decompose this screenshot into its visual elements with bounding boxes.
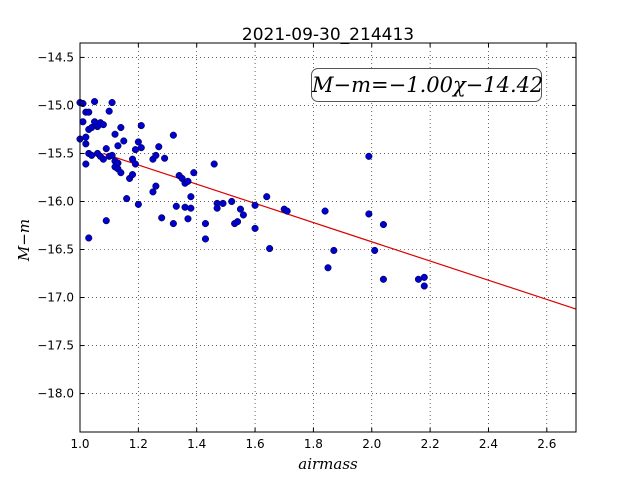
- x-tick-label: 2.2: [421, 437, 440, 451]
- y-tick-label: −16.5: [37, 243, 74, 257]
- y-tick-label: −14.5: [37, 50, 74, 64]
- data-point: [283, 207, 291, 215]
- chart-title: 2021-09-30_214413: [241, 25, 415, 45]
- data-point: [251, 224, 259, 232]
- data-point: [123, 195, 131, 203]
- data-point: [213, 204, 221, 212]
- data-point: [134, 200, 142, 208]
- x-tick-label: 2.6: [537, 437, 556, 451]
- y-tick-label: −18.0: [37, 387, 74, 401]
- fit-line: [103, 152, 577, 310]
- data-point: [420, 273, 428, 281]
- data-point: [85, 234, 93, 242]
- data-point: [137, 122, 145, 130]
- data-point: [82, 133, 90, 141]
- x-tick-label: 1.0: [70, 437, 89, 451]
- y-tick-label: −15.0: [37, 98, 74, 112]
- y-axis-label: M−m: [15, 218, 33, 262]
- data-point: [79, 118, 87, 126]
- data-point: [210, 160, 218, 168]
- data-point: [128, 171, 137, 179]
- data-point: [266, 244, 274, 253]
- fit-equation-box: M−m=−1.00χ−14.42: [311, 68, 543, 102]
- data-point: [201, 220, 210, 228]
- data-point: [120, 137, 128, 145]
- data-point: [82, 160, 90, 168]
- data-point: [137, 144, 145, 152]
- data-point: [82, 140, 90, 148]
- data-point: [228, 197, 236, 206]
- data-point: [239, 211, 247, 219]
- data-point: [236, 205, 245, 213]
- data-point: [365, 210, 373, 218]
- data-point: [169, 131, 177, 139]
- data-point: [131, 160, 139, 168]
- data-point: [181, 203, 189, 211]
- data-point: [108, 151, 116, 159]
- x-tick-label: 1.6: [246, 437, 265, 451]
- x-tick-label: 2.4: [479, 437, 498, 451]
- data-point: [321, 207, 329, 215]
- data-point: [155, 143, 163, 151]
- data-point: [102, 145, 110, 153]
- data-point: [190, 169, 198, 177]
- data-point: [187, 204, 195, 212]
- data-point: [184, 177, 192, 185]
- data-point: [102, 217, 110, 225]
- data-point: [184, 215, 192, 223]
- data-point: [152, 151, 160, 159]
- x-tick-label: 2.0: [362, 437, 381, 451]
- fit-line-group: [103, 152, 577, 310]
- data-point: [379, 220, 387, 229]
- y-tick-label: −16.0: [37, 194, 74, 208]
- data-point: [111, 130, 119, 138]
- y-tick-label: −17.0: [37, 291, 74, 305]
- data-point: [263, 193, 271, 201]
- data-point: [152, 182, 160, 190]
- data-point: [187, 193, 195, 201]
- data-point: [105, 107, 113, 115]
- data-point: [420, 282, 428, 290]
- x-tick-label: 1.4: [187, 437, 206, 451]
- data-point: [114, 142, 122, 150]
- x-tick-label: 1.2: [129, 437, 148, 451]
- scatter-points: [76, 98, 428, 290]
- data-point: [234, 218, 242, 226]
- data-point: [251, 201, 259, 209]
- data-point: [201, 235, 210, 243]
- data-point: [324, 264, 332, 272]
- data-point: [158, 214, 166, 222]
- data-point: [161, 154, 169, 162]
- data-point: [134, 138, 142, 146]
- data-point: [149, 188, 157, 196]
- data-point: [379, 275, 387, 283]
- y-tick-label: −15.5: [37, 146, 74, 160]
- data-point: [108, 99, 116, 107]
- data-point: [371, 246, 379, 255]
- data-point: [99, 155, 107, 163]
- data-point: [85, 108, 93, 116]
- data-point: [169, 220, 177, 228]
- data-point: [330, 246, 338, 255]
- data-point: [117, 169, 125, 177]
- data-point: [365, 152, 373, 160]
- data-point: [219, 199, 227, 207]
- data-point: [99, 121, 107, 129]
- axis-ticks: 1.0 1.2 1.4 1.6 1.8 2.0 2.2 2.4 2.6 −14.5 −15.0 −15…: [37, 43, 576, 451]
- axes-frame: [79, 42, 577, 433]
- data-point: [117, 123, 125, 132]
- x-tick-label: 1.8: [304, 437, 323, 451]
- data-point: [91, 98, 99, 106]
- data-point: [172, 202, 180, 210]
- y-tick-label: −17.5: [37, 339, 74, 353]
- x-axis-label: airmass: [298, 455, 358, 473]
